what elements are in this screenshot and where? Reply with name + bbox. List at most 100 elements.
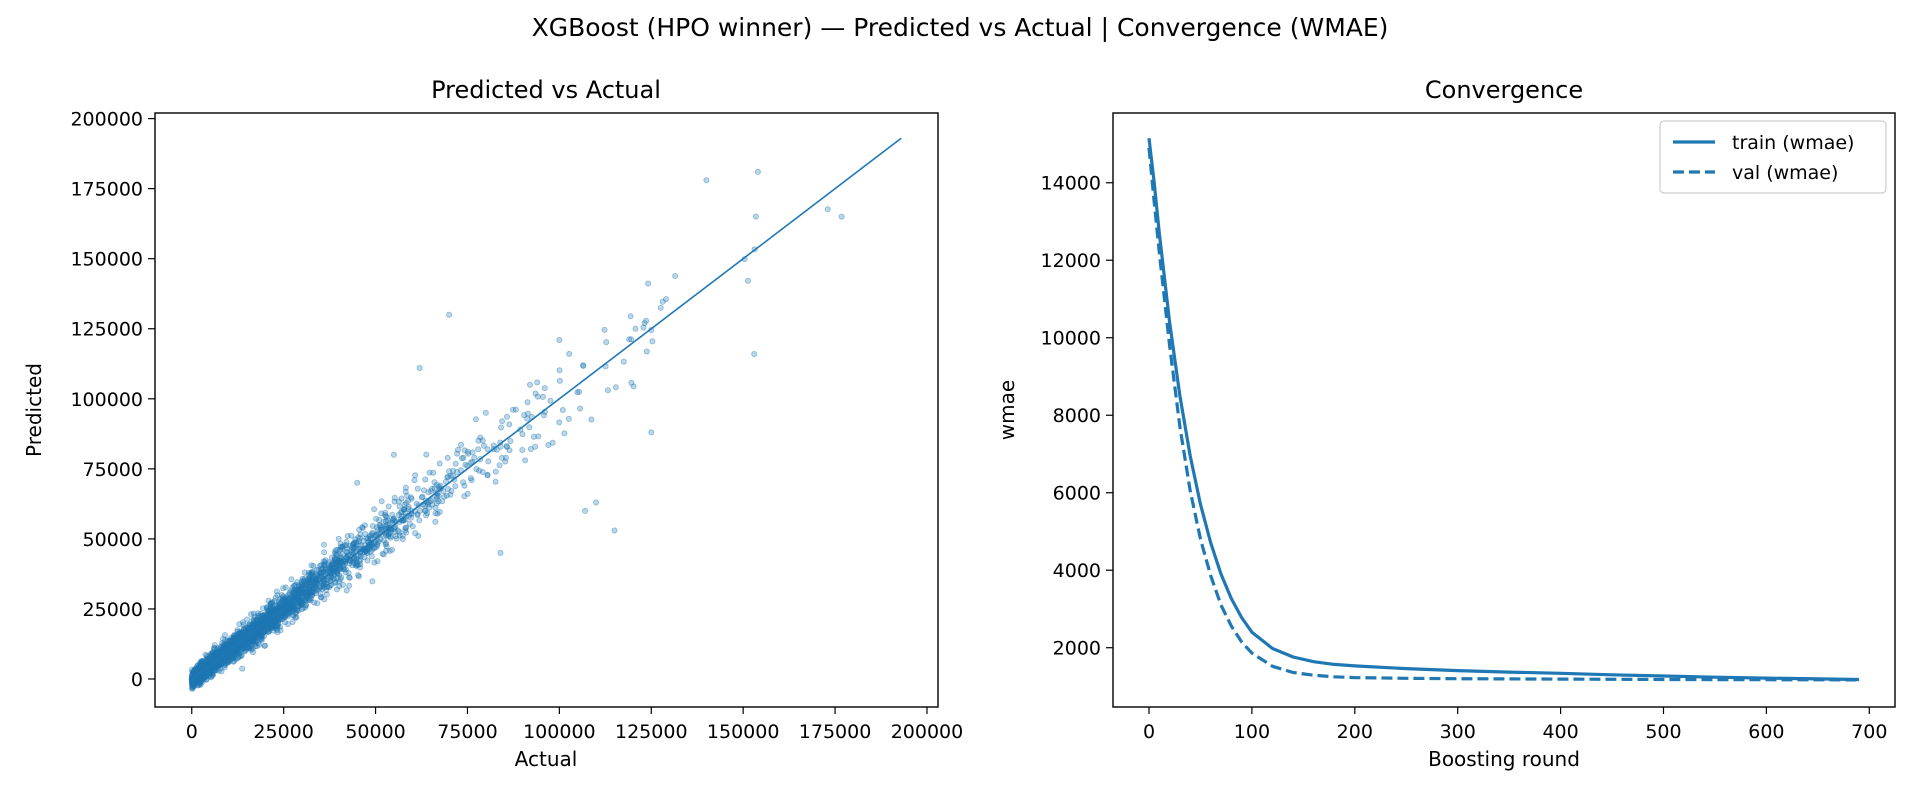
scatter-point	[258, 636, 265, 643]
scatter-point	[220, 656, 227, 663]
scatter-point	[353, 560, 360, 567]
scatter-point	[224, 653, 231, 660]
scatter-point	[218, 648, 225, 655]
scatter-point	[298, 583, 305, 590]
scatter-point	[210, 665, 217, 672]
scatter-point	[227, 653, 234, 660]
scatter-point	[350, 540, 357, 547]
scatter-point	[194, 667, 201, 674]
scatter-point	[262, 616, 269, 623]
scatter-point	[202, 669, 209, 676]
scatter-point	[189, 679, 196, 686]
scatter-point	[196, 675, 203, 682]
scatter-point	[217, 644, 224, 651]
scatter-point	[312, 573, 319, 580]
scatter-point	[267, 620, 274, 627]
scatter-point	[219, 657, 226, 664]
scatter-point	[250, 617, 257, 624]
scatter-point	[204, 668, 211, 675]
scatter-point	[461, 482, 468, 489]
scatter-point	[559, 406, 566, 413]
scatter-point	[223, 654, 230, 661]
scatter-point	[329, 559, 336, 566]
scatter-point	[444, 485, 451, 492]
scatter-point	[376, 522, 383, 529]
scatter-point	[331, 555, 338, 562]
scatter-point	[253, 634, 260, 641]
scatter-point	[255, 621, 262, 628]
scatter-point	[289, 602, 296, 609]
scatter-point	[256, 631, 263, 638]
scatter-point	[484, 471, 491, 478]
scatter-point	[198, 661, 205, 668]
scatter-point	[266, 608, 273, 615]
scatter-point	[219, 657, 226, 664]
scatter-point	[293, 609, 300, 616]
scatter-point	[230, 653, 237, 660]
scatter-point	[191, 680, 198, 687]
scatter-point	[260, 626, 267, 633]
scatter-point	[382, 512, 389, 519]
scatter-point	[231, 652, 238, 659]
scatter-point	[294, 579, 301, 586]
scatter-point	[395, 498, 402, 505]
scatter-point	[255, 629, 262, 636]
scatter-point	[384, 517, 391, 524]
scatter-point	[234, 633, 241, 640]
scatter-point	[339, 543, 346, 550]
scatter-point	[241, 641, 248, 648]
scatter-point	[388, 546, 395, 553]
scatter-point	[189, 680, 196, 687]
scatter-point	[440, 488, 447, 495]
scatter-point	[612, 384, 619, 391]
scatter-point	[332, 579, 339, 586]
scatter-point	[539, 393, 546, 400]
scatter-point	[339, 543, 346, 550]
scatter-point	[190, 670, 197, 677]
scatter-point	[441, 493, 448, 500]
scatter-point	[399, 532, 406, 539]
x-tick-label: 600	[1748, 721, 1784, 743]
scatter-point	[226, 643, 233, 650]
scatter-point	[193, 665, 200, 672]
scatter-point	[367, 535, 374, 542]
scatter-point	[368, 546, 375, 553]
scatter-point	[327, 565, 334, 572]
scatter-point	[228, 637, 235, 644]
scatter-point	[429, 485, 436, 492]
scatter-point	[383, 547, 390, 554]
scatter-point	[423, 451, 430, 458]
scatter-point	[322, 580, 329, 587]
scatter-point	[257, 632, 264, 639]
scatter-point	[260, 612, 267, 619]
scatter-point	[208, 666, 215, 673]
scatter-point	[369, 523, 376, 530]
scatter-point	[433, 495, 440, 502]
scatter-point	[197, 660, 204, 667]
scatter-point	[211, 652, 218, 659]
scatter-point	[224, 637, 231, 644]
scatter-point	[264, 607, 271, 614]
scatter-point	[295, 607, 302, 614]
scatter-point	[509, 406, 516, 413]
scatter-point	[242, 630, 249, 637]
scatter-point	[353, 555, 360, 562]
scatter-point	[247, 637, 254, 644]
scatter-point	[524, 399, 531, 406]
scatter-point	[241, 640, 248, 647]
scatter-point	[198, 675, 205, 682]
scatter-point	[380, 551, 387, 558]
scatter-point	[473, 466, 480, 473]
scatter-point	[364, 535, 371, 542]
scatter-point	[200, 675, 207, 682]
scatter-point	[361, 554, 368, 561]
scatter-point	[301, 585, 308, 592]
scatter-point	[328, 565, 335, 572]
scatter-point	[580, 362, 587, 369]
scatter-point	[290, 589, 297, 596]
y-tick-label: 200000	[70, 109, 143, 131]
scatter-point	[434, 493, 441, 500]
scatter-point	[243, 641, 250, 648]
scatter-point	[663, 296, 670, 303]
scatter-point	[292, 588, 299, 595]
